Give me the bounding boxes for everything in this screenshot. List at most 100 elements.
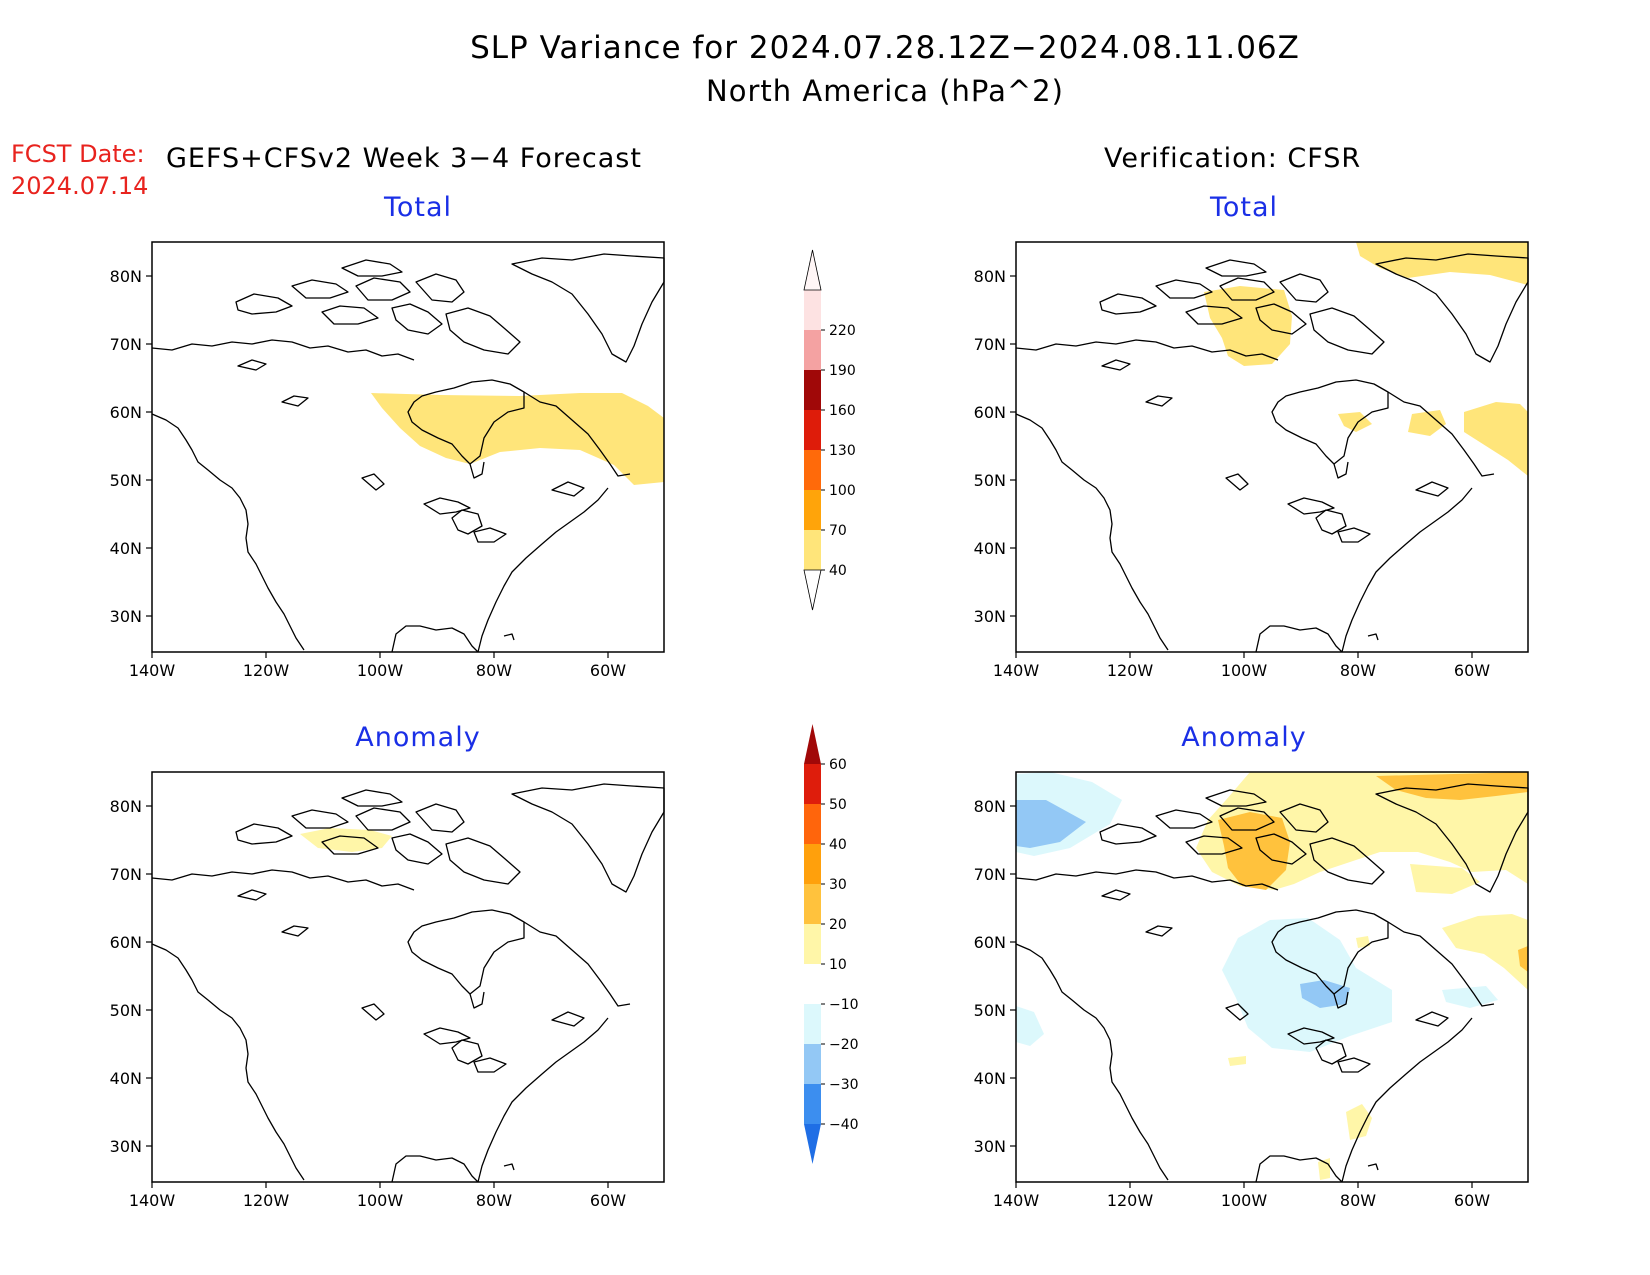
main-title: SLP Variance for 2024.07.28.12Z−2024.08.… [470, 30, 1300, 66]
lon-label-140w: 140W [993, 661, 1040, 680]
lat-label-70n: 70N [110, 865, 142, 884]
fcst-date-label: FCST Date: [11, 140, 145, 168]
colorbar-anomaly-label: −40 [829, 1117, 859, 1133]
lat-label-60n: 60N [110, 403, 142, 422]
colorbar-total-label: 160 [829, 403, 856, 419]
colorbar-anomaly-label: 20 [829, 917, 847, 933]
lon-label-60w: 60W [1454, 1191, 1490, 1210]
lon-label-100w: 100W [1221, 1191, 1268, 1210]
lat-label-50n: 50N [110, 471, 142, 490]
colorbar-anomaly-swatch [804, 1084, 821, 1124]
lon-label-140w: 140W [129, 661, 176, 680]
colorbar-total-top-arrow [803, 249, 822, 291]
colorbar-anomaly-label: 40 [829, 837, 847, 853]
panel-verification-total [1015, 241, 1529, 653]
colorbar-total-label: 130 [829, 443, 856, 459]
verification-header: Verification: CFSR [1104, 143, 1362, 174]
lon-label-120w: 120W [243, 1191, 290, 1210]
lon-label-80w: 80W [476, 1191, 512, 1210]
main-subtitle: North America (hPa^2) [706, 74, 1064, 108]
colorbar-anomaly-label: −20 [829, 1037, 859, 1053]
lat-label-60n: 60N [110, 933, 142, 952]
colorbar-total-swatch [804, 530, 821, 570]
panel-title-forecast-total: Total [383, 192, 453, 223]
panel-title-verification-anomaly: Anomaly [1181, 722, 1307, 753]
lon-label-80w: 80W [1340, 661, 1376, 680]
lat-label-70n: 70N [974, 865, 1006, 884]
lat-label-70n: 70N [110, 335, 142, 354]
colorbar-anomaly-swatch [804, 1044, 821, 1084]
verification-anomaly-fill [1016, 772, 1528, 1180]
forecast-header: GEFS+CFSv2 Week 3−4 Forecast [166, 143, 642, 174]
lat-label-40n: 40N [110, 1069, 142, 1088]
panel-title-forecast-anomaly: Anomaly [355, 722, 481, 753]
colorbar-anomaly-top-arrow [804, 724, 821, 764]
lat-label-80n: 80N [110, 797, 142, 816]
panel-forecast-total [151, 241, 665, 653]
colorbar-anomaly: −40 −30 −20 −10 10 20 30 40 50 60 [804, 724, 859, 1164]
lat-label-40n: 40N [974, 539, 1006, 558]
colorbar-total-swatch [804, 330, 821, 370]
colorbar-total: 40 70 100 130 160 190 220 [803, 249, 856, 611]
colorbar-anomaly-label: 10 [829, 957, 847, 973]
colorbar-anomaly-swatch [804, 844, 821, 884]
colorbar-total-label: 40 [829, 563, 847, 579]
lon-label-80w: 80W [1340, 1191, 1376, 1210]
fcst-date-value: 2024.07.14 [11, 172, 149, 200]
colorbar-anomaly-swatch [804, 1004, 821, 1044]
panel-title-verification-total: Total [1209, 192, 1279, 223]
lat-label-30n: 30N [110, 1137, 142, 1156]
lat-label-80n: 80N [974, 797, 1006, 816]
lat-label-80n: 80N [974, 267, 1006, 286]
verification-total-fill [1204, 242, 1528, 476]
lon-label-140w: 140W [129, 1191, 176, 1210]
colorbar-anomaly-label: 60 [829, 757, 847, 773]
lat-label-30n: 30N [110, 607, 142, 626]
lon-label-120w: 120W [1107, 1191, 1154, 1210]
lon-label-120w: 120W [243, 661, 290, 680]
lon-label-100w: 100W [357, 661, 404, 680]
colorbar-total-swatch [804, 410, 821, 450]
lon-label-60w: 60W [1454, 661, 1490, 680]
colorbar-anomaly-label: −30 [829, 1077, 859, 1093]
lon-label-140w: 140W [993, 1191, 1040, 1210]
colorbar-anomaly-swatch [804, 884, 821, 924]
lat-label-40n: 40N [974, 1069, 1006, 1088]
lat-label-50n: 50N [974, 471, 1006, 490]
lat-label-30n: 30N [974, 607, 1006, 626]
lon-label-120w: 120W [1107, 661, 1154, 680]
lat-label-60n: 60N [974, 933, 1006, 952]
lat-label-30n: 30N [974, 1137, 1006, 1156]
lat-label-50n: 50N [974, 1001, 1006, 1020]
lat-label-70n: 70N [974, 335, 1006, 354]
colorbar-anomaly-label: 50 [829, 797, 847, 813]
forecast-total-fill [371, 393, 664, 485]
colorbar-anomaly-swatch [804, 964, 821, 1004]
lon-label-100w: 100W [357, 1191, 404, 1210]
forecast-anomaly-fill [300, 828, 392, 852]
colorbar-anomaly-label: 30 [829, 877, 847, 893]
colorbar-anomaly-swatch [804, 804, 821, 844]
colorbar-total-label: 220 [829, 323, 856, 339]
axis-labels: 80N 70N 60N 50N 40N 30N 140W 120W 100W 80W 60W 80N 7… [110, 267, 1491, 1210]
lon-label-100w: 100W [1221, 661, 1268, 680]
colorbar-anomaly-bottom-arrow [804, 1124, 821, 1164]
colorbar-total-label: 70 [829, 523, 847, 539]
colorbar-total-swatch [804, 290, 821, 330]
colorbar-total-bottom-arrow [803, 569, 822, 611]
colorbar-total-swatch [804, 370, 821, 410]
lon-label-60w: 60W [590, 661, 626, 680]
lon-label-60w: 60W [590, 1191, 626, 1210]
colorbar-anomaly-label: −10 [829, 997, 859, 1013]
panel-verification-anomaly [1015, 771, 1529, 1183]
colorbar-total-label: 190 [829, 363, 856, 379]
panel-forecast-anomaly [151, 771, 665, 1183]
lat-label-50n: 50N [110, 1001, 142, 1020]
colorbar-anomaly-swatch [804, 924, 821, 964]
lat-label-80n: 80N [110, 267, 142, 286]
colorbar-anomaly-swatch [804, 764, 821, 804]
lon-label-80w: 80W [476, 661, 512, 680]
lat-label-40n: 40N [110, 539, 142, 558]
colorbar-total-label: 100 [829, 483, 856, 499]
